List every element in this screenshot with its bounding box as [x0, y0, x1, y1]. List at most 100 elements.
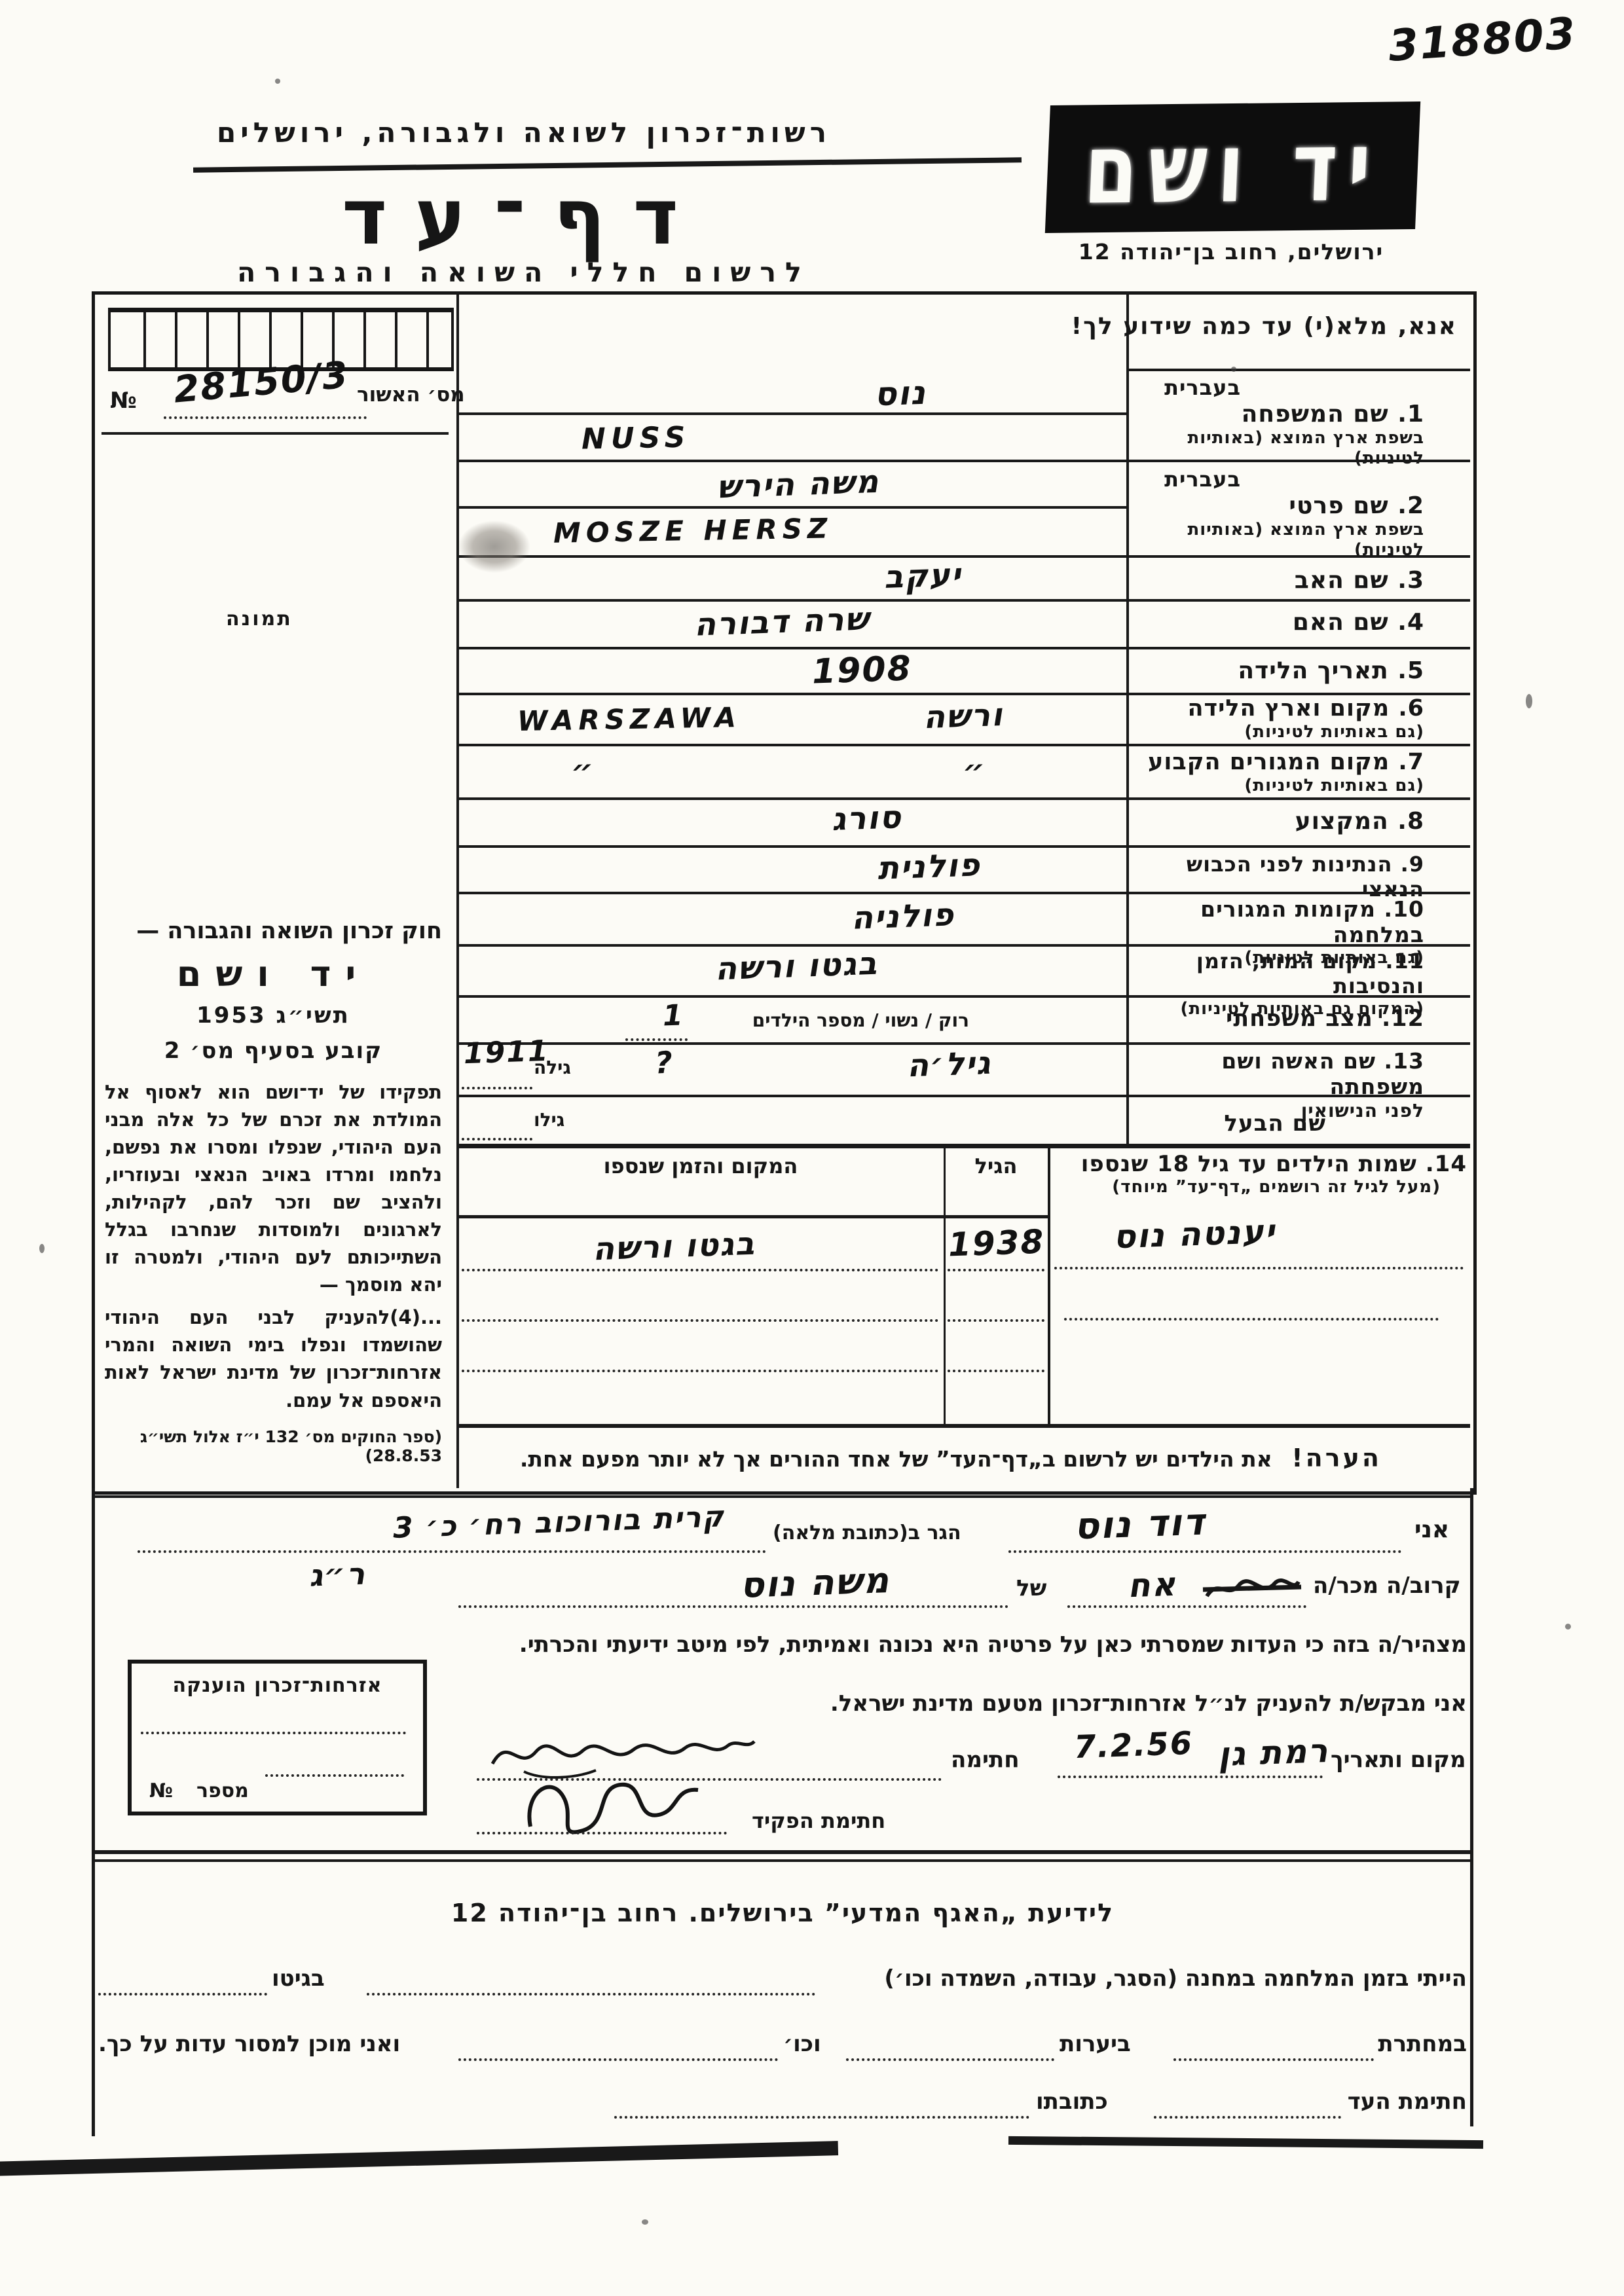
wife-age-label: גילה	[534, 1057, 571, 1078]
certificate-number-label: מס׳ האשור	[357, 383, 465, 407]
children-names-dotted-1	[1054, 1267, 1464, 1269]
field-9-label: 9. הנתינות לפני הכבוש הנאצי	[1186, 852, 1424, 902]
right-page-border	[1470, 1488, 1473, 2126]
row-line-f5	[456, 693, 1470, 695]
camps-dotted	[367, 1993, 815, 1995]
row-line-f11	[456, 995, 1470, 998]
row-line-f4	[456, 647, 1470, 649]
grant-box-dotted-1	[141, 1732, 406, 1734]
footer-double-rule-b	[92, 1859, 1473, 1862]
ghetto-dotted	[98, 1993, 267, 1995]
field-4-label: 4. שם האם	[1292, 609, 1424, 636]
law-line3: תשי״ג 1953	[196, 1002, 350, 1029]
law-sidebar: חוק זכרון השואה והגבורה — יד ושם תשי״ג 1…	[105, 918, 442, 1465]
etc-dotted	[458, 2058, 778, 2061]
witness-name-dotted	[1008, 1550, 1401, 1553]
child-death-place-value: בגטו ורשה	[592, 1225, 756, 1268]
testify-label: ואני מוכן למסור עדות על כך.	[98, 2031, 401, 2057]
row-line-family-he	[456, 412, 1126, 415]
mother-name-value: שרה דבורה	[693, 600, 871, 644]
grant-box: אזרחות־זכרון הוענקה	[128, 1660, 427, 1815]
fill-prompt: אנא, מלא(י) עד כמה שידוע לך!	[1071, 313, 1457, 340]
children-count-dotted	[625, 1038, 688, 1041]
grant-box-title: אזרחות־זכרון הוענקה	[172, 1674, 382, 1697]
note-line: הערה! את הילדים יש לרשום ב„דף־העד” של אח…	[471, 1444, 1382, 1472]
camps-line-label: הייתי בזמן המלחמה במחנה (הסגר, עבודה, הש…	[884, 1965, 1467, 1992]
field-1-label: בעברית 1. שם המשפחה בשפת ארץ המוצא (באות…	[1164, 375, 1424, 468]
note-title: הערה!	[1291, 1444, 1382, 1472]
witness-name-value: דוד נוס	[1073, 1501, 1207, 1548]
field-6-label: 6. מקום וארץ הלידה (גם באותיות לטיניות)	[1187, 695, 1424, 742]
relation-value: אח	[1127, 1565, 1177, 1605]
husband-age-dotted	[462, 1138, 532, 1140]
child-name-value: יענטה נוס	[1113, 1212, 1277, 1256]
row-line-f1	[456, 460, 1470, 462]
citizenship-value: פולנית	[877, 847, 982, 887]
witness-signature-dotted	[1154, 2116, 1341, 2119]
forests-dotted	[846, 2058, 1054, 2061]
law-line1: חוק זכרון השואה והגבורה —	[136, 918, 442, 944]
place-date-label: מקום ותאריך	[1331, 1747, 1466, 1773]
child-age-value: 1938	[948, 1222, 1046, 1264]
birth-date-value: 1908	[811, 649, 913, 692]
clerk-signature	[527, 1782, 699, 1834]
underground-label: במחתרת	[1378, 2031, 1467, 2057]
page-title: דף־עד	[342, 172, 706, 262]
law-line2: יד ושם	[176, 953, 371, 994]
row-line-f6	[456, 744, 1470, 746]
husband-name-label: שם הבעל	[1224, 1110, 1326, 1137]
number-tick-strip	[108, 308, 454, 371]
table-row1-dotted-age	[948, 1269, 1044, 1271]
signature-label: חתימה	[951, 1747, 1020, 1773]
prompt-underline	[1126, 369, 1470, 371]
speck-1	[1526, 694, 1532, 708]
field-7-label: 7. מקום המגורים הקבוע (גם באותיות לטיניו…	[1148, 749, 1424, 796]
place-value: רמת גן	[1217, 1732, 1330, 1774]
table-bottom-rule	[456, 1424, 1470, 1428]
table-age-divider	[944, 1144, 946, 1425]
field-8-label: 8. המקצוע	[1295, 808, 1424, 835]
left-column-divider	[456, 291, 459, 1488]
request-statement: אני מבקש/ת להעניק לנ״ל אזרחות־זכרון מטעם…	[830, 1690, 1467, 1717]
field-5-label: 5. תאריך הלידה	[1238, 657, 1424, 684]
authority-name: רשות־זכרון לשואה ולגבורה, ירושלים	[216, 117, 832, 149]
field14-top-rule	[456, 1144, 1470, 1148]
signature-dotted	[477, 1778, 942, 1781]
table-row3-dotted-place	[462, 1370, 938, 1372]
note-text: את הילדים יש לרשום ב„דף־העד” של אחד ההור…	[519, 1446, 1272, 1472]
row-line-f3	[456, 599, 1470, 602]
declaration-i-label: אני	[1414, 1516, 1450, 1543]
his-address-label: כתובתו	[1036, 2088, 1108, 2115]
grant-number-label: מספר	[196, 1779, 249, 1802]
residence-ditto-left: ״	[570, 752, 596, 790]
row-line-f10	[456, 944, 1470, 947]
subject-name-value: משה נוס	[739, 1559, 891, 1606]
row-line-f7	[456, 797, 1470, 800]
his-address-dotted	[614, 2116, 1029, 2119]
row-line-f12	[456, 1042, 1470, 1045]
wife-unknown-mark: ?	[654, 1044, 674, 1081]
numero-symbol: №	[110, 388, 137, 414]
family-name-hebrew-value: נוס	[874, 373, 927, 414]
page-subtitle: לרשום חללי השואה והגבורה	[237, 257, 811, 288]
law-paragraph-1: תפקידו של יד־ושם הוא לאסוף אל המולדת את …	[105, 1081, 442, 1296]
children-count-value: 1	[662, 998, 685, 1033]
left-page-border	[92, 1488, 95, 2136]
scan-edge-artifact-right	[1008, 2136, 1484, 2149]
clerk-signature-label: חתימת הפקיד	[752, 1808, 886, 1833]
witness-signature-label: חתימת העד	[1347, 2088, 1467, 2115]
certificate-number-dotted-line	[164, 416, 367, 419]
residing-label: הגר ב(כתובת מלאה)	[773, 1522, 961, 1544]
address-dotted	[138, 1550, 766, 1553]
field-2-label: בעברית 2. שם פרטי בשפת ארץ המוצא (באותיו…	[1164, 467, 1424, 560]
photo-placeholder-label: תמונה	[226, 608, 293, 630]
scan-edge-artifact-left	[0, 2141, 839, 2176]
speck-4	[642, 2219, 648, 2225]
law-paragraph-2: ...(4)להעניק לבני העם היהודי שהושמדו ונפ…	[105, 1306, 442, 1412]
row-line-f13	[456, 1095, 1470, 1097]
forests-label: ביערות	[1060, 2031, 1131, 2057]
residence-ditto-right: ״	[962, 752, 987, 790]
certificate-row-underline	[101, 432, 449, 435]
date-value: 7.2.56	[1073, 1724, 1194, 1766]
